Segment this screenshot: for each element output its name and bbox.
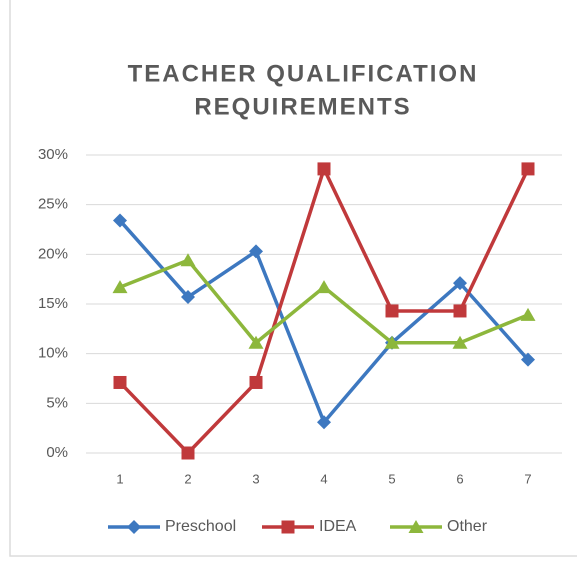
x-tick-label: 4 <box>320 471 327 486</box>
data-point <box>521 162 535 176</box>
y-tick-label: 15% <box>38 295 68 312</box>
x-tick-label: 5 <box>388 471 395 486</box>
series-line <box>119 258 529 345</box>
chart-title: TEACHER QUALIFICATION <box>128 60 479 87</box>
data-point <box>113 375 127 389</box>
data-point <box>317 415 331 430</box>
x-tick-label: 6 <box>456 471 463 486</box>
data-point <box>248 335 264 349</box>
data-point <box>452 335 468 349</box>
data-point <box>317 162 331 176</box>
legend-marker <box>281 520 295 534</box>
y-tick-label: 10% <box>38 345 68 362</box>
data-point <box>384 335 400 349</box>
data-point <box>453 276 467 291</box>
legend-label: IDEA <box>319 518 357 535</box>
data-point <box>113 213 127 228</box>
chart-frame <box>9 0 577 557</box>
data-point <box>180 253 196 267</box>
data-point <box>112 280 128 294</box>
data-point <box>249 244 263 259</box>
legend-marker <box>408 520 424 533</box>
y-tick-label: 30% <box>38 146 68 163</box>
data-point <box>521 352 535 367</box>
data-point <box>453 304 467 318</box>
x-tick-label: 2 <box>184 471 191 486</box>
data-point <box>181 446 195 460</box>
data-point <box>520 307 536 321</box>
y-tick-label: 20% <box>38 245 68 262</box>
legend-label: Preschool <box>165 518 236 535</box>
data-point <box>249 375 263 389</box>
series-line <box>118 167 530 455</box>
y-tick-label: 5% <box>46 394 68 411</box>
x-tick-label: 3 <box>252 471 259 486</box>
legend-marker <box>127 520 141 534</box>
legend-label: Other <box>447 518 488 535</box>
data-point <box>316 280 332 294</box>
data-point <box>385 304 399 318</box>
x-tick-label: 7 <box>524 471 531 486</box>
y-tick-label: 0% <box>46 444 68 461</box>
y-tick-label: 25% <box>38 196 68 213</box>
series-line <box>118 219 530 424</box>
chart-title: REQUIREMENTS <box>194 93 411 120</box>
data-point <box>181 290 195 305</box>
x-tick-label: 1 <box>116 471 123 486</box>
